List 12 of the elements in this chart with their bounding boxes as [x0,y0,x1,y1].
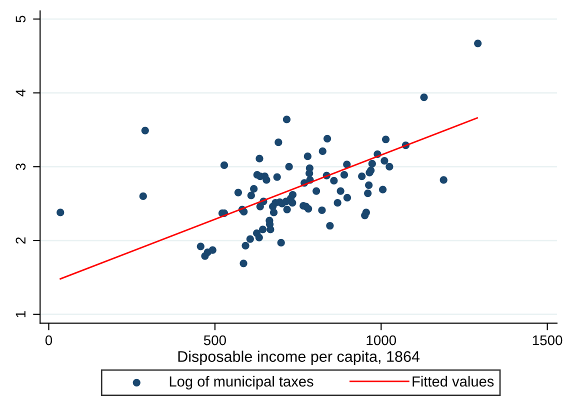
x-tick-label: 0 [45,335,52,346]
legend-label: Fitted values [412,376,494,387]
y-tick-label: 5 [16,16,26,22]
y-tick-label: 4 [16,89,26,96]
y-tick-label: 2 [16,237,26,244]
x-axis-title: Disposable income per capita, 1864 [178,350,420,365]
x-tick-label: 500 [204,335,226,346]
x-tick-label: 1000 [366,335,396,346]
x-tick-label: 1500 [532,335,562,346]
legend-label: Log of municipal taxes [170,376,314,390]
y-tick-label: 1 [16,311,26,318]
y-tick-label: 3 [16,163,26,170]
